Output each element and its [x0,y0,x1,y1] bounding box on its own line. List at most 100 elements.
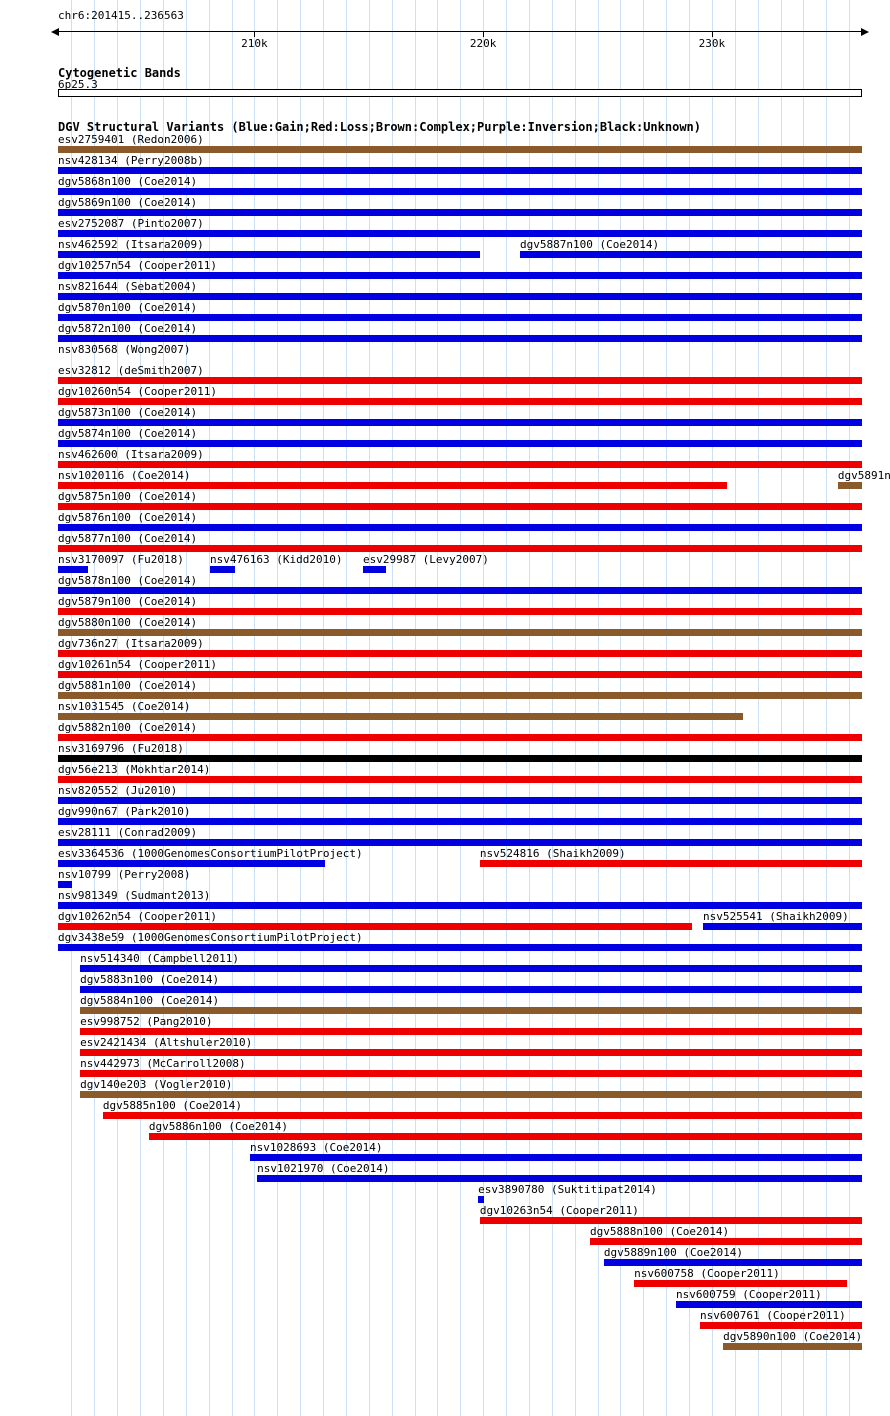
variant-label[interactable]: esv2752087 (Pinto2007) [58,217,204,230]
variant-bar[interactable] [676,1301,862,1308]
variant-bar[interactable] [520,251,862,258]
variant-label[interactable]: dgv10261n54 (Cooper2011) [58,658,217,671]
variant-label[interactable]: dgv5881n100 (Coe2014) [58,679,198,692]
variant-label[interactable]: dgv5877n100 (Coe2014) [58,532,198,545]
variant-bar[interactable] [363,566,387,573]
variant-bar[interactable] [58,230,862,237]
variant-bar[interactable] [80,986,862,993]
variant-label[interactable]: dgv5878n100 (Coe2014) [58,574,198,587]
variant-label[interactable]: esv29987 (Levy2007) [363,553,489,566]
variant-label[interactable]: nsv600759 (Cooper2011) [676,1288,822,1301]
variant-label[interactable]: dgv5886n100 (Coe2014) [148,1120,288,1133]
variant-bar[interactable] [58,272,862,279]
variant-label[interactable]: nsv525541 (Shaikh2009) [703,910,849,923]
variant-label[interactable]: dgv5874n100 (Coe2014) [58,427,198,440]
variant-bar[interactable] [58,398,862,405]
variant-bar[interactable] [58,587,862,594]
variant-bar[interactable] [58,461,862,468]
variant-label[interactable]: nsv10799 (Perry2008) [58,868,191,881]
variant-bar[interactable] [58,776,862,783]
variant-label[interactable]: dgv5882n100 (Coe2014) [58,721,198,734]
variant-bar[interactable] [479,1217,862,1224]
variant-label[interactable]: dgv140e203 (Vogler2010) [80,1078,233,1091]
variant-bar[interactable] [58,755,862,762]
variant-label[interactable]: nsv1028693 (Coe2014) [250,1141,383,1154]
variant-label[interactable]: dgv5891n1 [837,469,890,482]
variant-label[interactable]: nsv462600 (Itsara2009) [58,448,204,461]
variant-label[interactable]: esv3890780 (Suktitipat2014) [478,1183,657,1196]
variant-label[interactable]: dgv5884n100 (Coe2014) [80,994,220,1007]
variant-label[interactable]: nsv3170097 (Fu2018) [58,553,184,566]
variant-bar[interactable] [58,650,862,657]
variant-bar[interactable] [58,860,326,867]
variant-label[interactable]: nsv821644 (Sebat2004) [58,280,198,293]
variant-label[interactable]: dgv5868n100 (Coe2014) [58,175,198,188]
variant-bar[interactable] [58,566,89,573]
variant-label[interactable]: dgv5890n100 (Coe2014) [723,1330,863,1343]
variant-bar[interactable] [257,1175,862,1182]
variant-bar[interactable] [80,1028,862,1035]
variant-label[interactable]: dgv5876n100 (Coe2014) [58,511,198,524]
variant-bar[interactable] [58,377,862,384]
variant-bar[interactable] [723,1343,862,1350]
variant-bar[interactable] [58,818,862,825]
variant-bar[interactable] [58,839,862,846]
variant-bar[interactable] [148,1133,862,1140]
variant-bar[interactable] [58,188,862,195]
variant-bar[interactable] [590,1238,862,1245]
variant-bar[interactable] [102,1112,862,1119]
variant-label[interactable]: nsv820552 (Ju2010) [58,784,178,797]
variant-label[interactable]: dgv10257n54 (Cooper2011) [58,259,217,272]
variant-bar[interactable] [58,251,480,258]
variant-bar[interactable] [58,314,862,321]
variant-bar[interactable] [479,860,862,867]
variant-label[interactable]: nsv1031545 (Coe2014) [58,700,191,713]
variant-bar[interactable] [700,1322,862,1329]
variant-label[interactable]: dgv3438e59 (1000GenomesConsortiumPilotPr… [58,931,363,944]
variant-label[interactable]: dgv5869n100 (Coe2014) [58,196,198,209]
variant-label[interactable]: nsv476163 (Kidd2010) [210,553,343,566]
variant-label[interactable]: nsv524816 (Shaikh2009) [479,847,626,860]
variant-label[interactable]: dgv5880n100 (Coe2014) [58,616,198,629]
variant-bar[interactable] [58,923,692,930]
variant-label[interactable]: dgv736n27 (Itsara2009) [58,637,204,650]
variant-label[interactable]: esv3364536 (1000GenomesConsortiumPilotPr… [58,847,363,860]
variant-bar[interactable] [80,1091,862,1098]
variant-label[interactable]: dgv5888n100 (Coe2014) [590,1225,730,1238]
variant-bar[interactable] [634,1280,847,1287]
variant-bar[interactable] [478,1196,484,1203]
variant-label[interactable]: dgv5875n100 (Coe2014) [58,490,198,503]
variant-bar[interactable] [80,1007,862,1014]
variant-bar[interactable] [80,1049,862,1056]
variant-bar[interactable] [58,146,862,153]
variant-bar[interactable] [58,167,862,174]
variant-bar[interactable] [250,1154,862,1161]
variant-label[interactable]: dgv10260n54 (Cooper2011) [58,385,217,398]
variant-label[interactable]: nsv514340 (Campbell2011) [80,952,240,965]
variant-label[interactable]: esv2421434 (Altshuler2010) [80,1036,253,1049]
variant-bar[interactable] [58,419,862,426]
variant-bar[interactable] [58,482,727,489]
variant-label[interactable]: nsv600758 (Cooper2011) [634,1267,780,1280]
variant-bar[interactable] [58,335,862,342]
variant-bar[interactable] [58,734,862,741]
variant-label[interactable]: dgv5889n100 (Coe2014) [603,1246,743,1259]
variant-label[interactable]: dgv5879n100 (Coe2014) [58,595,198,608]
variant-bar[interactable] [58,524,862,531]
variant-label[interactable]: nsv600761 (Cooper2011) [700,1309,846,1322]
variant-label[interactable]: nsv462592 (Itsara2009) [58,238,204,251]
variant-label[interactable]: dgv5883n100 (Coe2014) [80,973,220,986]
variant-bar[interactable] [58,503,862,510]
variant-label[interactable]: nsv1020116 (Coe2014) [58,469,191,482]
variant-bar[interactable] [58,629,862,636]
variant-bar[interactable] [58,209,862,216]
variant-bar[interactable] [58,881,73,888]
variant-bar[interactable] [80,1070,862,1077]
variant-bar[interactable] [58,713,743,720]
variant-label[interactable]: esv2759401 (Redon2006) [58,133,204,146]
variant-label[interactable]: nsv830568 (Wong2007) [58,343,191,356]
variant-label[interactable]: dgv56e213 (Mokhtar2014) [58,763,211,776]
variant-label[interactable]: dgv10262n54 (Cooper2011) [58,910,217,923]
variant-label[interactable]: nsv3169796 (Fu2018) [58,742,184,755]
variant-bar[interactable] [80,965,862,972]
